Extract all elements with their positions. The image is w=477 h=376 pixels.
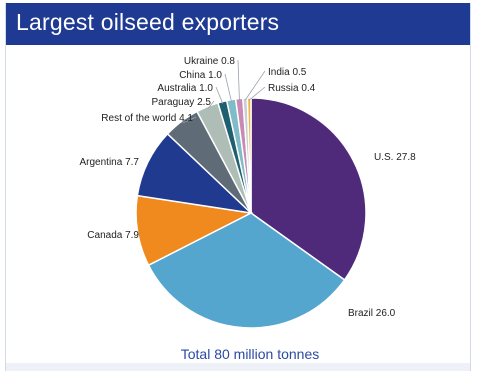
pie-slice <box>147 212 346 329</box>
slice-labels: U.S. 27.8 Brazil 26.0 Canada 7.9 Argentina … <box>80 56 417 319</box>
slice-label: Canada 7.9 <box>87 230 139 241</box>
leader-line <box>207 100 215 109</box>
pie-chart: U.S. 27.8 Brazil 26.0 Canada 7.9 Argentina … <box>80 56 417 362</box>
slice-label: Brazil 26.0 <box>348 308 396 319</box>
chart-panel: Largest oilseed exporters U.S. 27.8 Brazi… <box>5 3 471 371</box>
leader-line <box>237 59 240 101</box>
leader-line <box>182 116 197 124</box>
total-label: Total 80 million tonnes <box>181 346 320 362</box>
pie-slice <box>135 194 254 267</box>
slice-label: Russia 0.4 <box>268 83 316 94</box>
slice-label: Argentina 7.7 <box>80 157 140 168</box>
slice-label: China 1.0 <box>179 70 222 81</box>
title-bar: Largest oilseed exporters <box>6 3 470 45</box>
slice-label: Rest of the world 4.1 <box>101 113 193 124</box>
leader-line <box>248 86 266 101</box>
leader-line <box>215 86 224 104</box>
pie-slice <box>250 97 367 281</box>
slice-label: Paraguay 2.5 <box>152 97 212 108</box>
pie-slices <box>135 97 367 329</box>
slice-label: Australia 1.0 <box>157 83 213 94</box>
leader-line <box>224 73 232 102</box>
pie-slice <box>246 97 252 214</box>
slice-label: India 0.5 <box>268 67 307 78</box>
chart-title: Largest oilseed exporters <box>16 9 280 35</box>
slice-label: U.S. 27.8 <box>374 152 416 163</box>
leader-lines <box>182 59 266 124</box>
leader-line <box>244 70 266 101</box>
panel-footer <box>6 363 470 371</box>
slice-label: Ukraine 0.8 <box>184 56 236 67</box>
